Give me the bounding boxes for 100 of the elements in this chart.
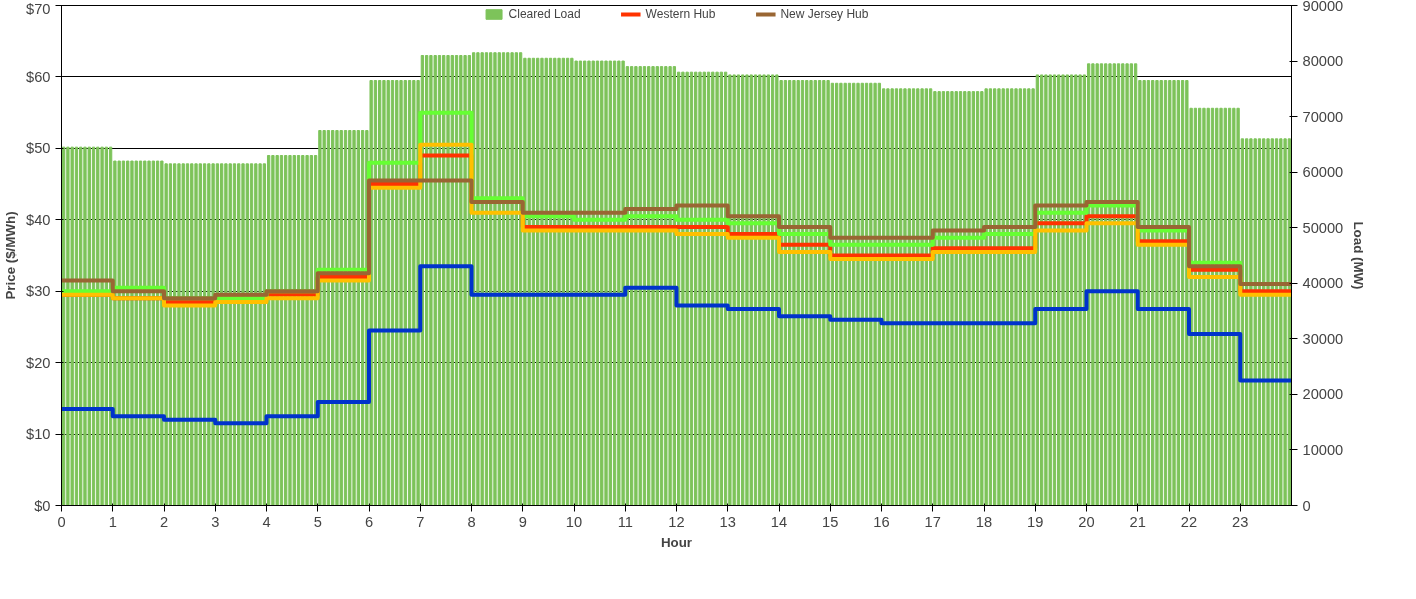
bar (66, 146, 70, 506)
bar (288, 155, 292, 506)
bar (698, 71, 702, 506)
bar (442, 55, 446, 506)
bar (275, 155, 279, 506)
bar (399, 80, 403, 506)
bar (792, 80, 796, 506)
y2-tick-label: 0 (1302, 497, 1311, 514)
bar (1159, 80, 1163, 506)
y-tick-label: $30 (26, 283, 51, 300)
bar (711, 71, 715, 506)
bar (1283, 138, 1287, 506)
bar (1262, 138, 1266, 506)
bar (348, 130, 352, 506)
bar (1044, 74, 1048, 506)
bar (463, 55, 467, 506)
bar (647, 66, 651, 506)
bar (211, 163, 215, 506)
bar (87, 146, 91, 506)
bar (1215, 107, 1219, 506)
bar (450, 55, 454, 506)
bar (638, 66, 642, 506)
bar (1155, 80, 1159, 506)
bar (651, 66, 655, 506)
bar (143, 160, 147, 506)
bar (96, 146, 100, 506)
y2-tick-label: 10000 (1302, 441, 1344, 458)
bar (1108, 63, 1112, 506)
y2-tick-label: 70000 (1302, 108, 1344, 125)
bar (194, 163, 198, 506)
bar (1027, 88, 1031, 506)
bar (967, 91, 971, 506)
bar (476, 52, 480, 506)
bar (117, 160, 121, 506)
bar (591, 60, 595, 506)
bar (937, 91, 941, 506)
bar (1095, 63, 1099, 506)
bar (258, 163, 262, 506)
bar (134, 160, 138, 506)
bar (292, 155, 296, 506)
bar (160, 160, 164, 506)
bar (1121, 63, 1125, 506)
bar (1279, 138, 1283, 506)
bar (459, 55, 463, 506)
x-tick-label: 9 (518, 513, 527, 530)
bar (741, 74, 745, 506)
bar (702, 71, 706, 506)
bar (83, 146, 87, 506)
bar (1091, 63, 1095, 506)
bar (70, 146, 74, 506)
bar (694, 71, 698, 506)
bar (1061, 74, 1065, 506)
bar (890, 88, 894, 506)
bar (126, 160, 130, 506)
bar (617, 60, 621, 506)
bar (805, 80, 809, 506)
y-tick-label: $0 (34, 497, 51, 514)
bar (574, 60, 578, 506)
bar (608, 60, 612, 506)
bar (493, 52, 497, 506)
bar (933, 91, 937, 506)
bar (1078, 74, 1082, 506)
y-tick-label: $40 (26, 211, 51, 228)
bar (386, 80, 390, 506)
bar (318, 130, 322, 506)
bar (254, 163, 258, 506)
bar (1018, 88, 1022, 506)
bar (536, 57, 540, 506)
x-tick-label: 17 (924, 513, 941, 530)
bar (886, 88, 890, 506)
x-tick-label: 20 (1078, 513, 1095, 530)
bar (198, 163, 202, 506)
bar (382, 80, 386, 506)
bar (963, 91, 967, 506)
x-tick-label: 1 (108, 513, 117, 530)
y-axis-title: Price ($/MWh) (3, 211, 19, 300)
x-tick-label: 12 (668, 513, 685, 530)
bar (480, 52, 484, 506)
bar (489, 52, 493, 506)
bar (587, 60, 591, 506)
bar (1168, 80, 1172, 506)
x-tick-label: 14 (770, 513, 788, 530)
bar (984, 88, 988, 506)
bar (271, 155, 275, 506)
bar (681, 71, 685, 506)
bar (1125, 63, 1129, 506)
bar (339, 130, 343, 506)
bar (331, 130, 335, 506)
bar (916, 88, 920, 506)
bar (403, 80, 407, 506)
bar (412, 80, 416, 506)
bar (177, 163, 181, 506)
bar (540, 57, 544, 506)
bar (1223, 107, 1227, 506)
y2-axis-title: Load (MW) (1351, 221, 1367, 290)
bar (1048, 74, 1052, 506)
y-tick-label: $70 (26, 0, 51, 17)
bar (557, 57, 561, 506)
x-tick-label: 11 (617, 513, 633, 530)
bar (429, 55, 433, 506)
